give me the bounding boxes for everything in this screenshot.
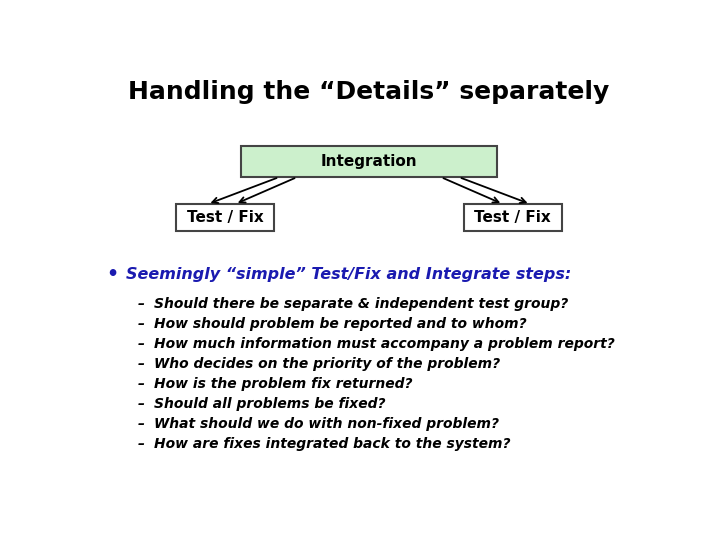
FancyBboxPatch shape <box>240 146 498 177</box>
Text: –: – <box>138 417 145 430</box>
Text: What should we do with non-fixed problem?: What should we do with non-fixed problem… <box>154 417 499 430</box>
Text: How are fixes integrated back to the system?: How are fixes integrated back to the sys… <box>154 437 510 450</box>
Text: •: • <box>107 265 119 284</box>
Text: Should there be separate & independent test group?: Should there be separate & independent t… <box>154 297 568 311</box>
Text: Integration: Integration <box>320 154 418 169</box>
FancyBboxPatch shape <box>464 204 562 231</box>
Text: Test / Fix: Test / Fix <box>187 210 264 225</box>
Text: –: – <box>138 397 145 411</box>
Text: How much information must accompany a problem report?: How much information must accompany a pr… <box>154 337 615 351</box>
FancyBboxPatch shape <box>176 204 274 231</box>
Text: Test / Fix: Test / Fix <box>474 210 551 225</box>
Text: –: – <box>138 297 145 311</box>
Text: –: – <box>138 437 145 450</box>
Text: –: – <box>138 337 145 351</box>
Text: Handling the “Details” separately: Handling the “Details” separately <box>128 80 610 104</box>
Text: Who decides on the priority of the problem?: Who decides on the priority of the probl… <box>154 357 500 371</box>
Text: –: – <box>138 357 145 371</box>
Text: Should all problems be fixed?: Should all problems be fixed? <box>154 397 386 411</box>
Text: –: – <box>138 377 145 391</box>
Text: How should problem be reported and to whom?: How should problem be reported and to wh… <box>154 317 527 331</box>
Text: –: – <box>138 317 145 331</box>
Text: Seemingly “simple” Test/Fix and Integrate steps:: Seemingly “simple” Test/Fix and Integrat… <box>126 267 572 282</box>
Text: How is the problem fix returned?: How is the problem fix returned? <box>154 377 413 391</box>
